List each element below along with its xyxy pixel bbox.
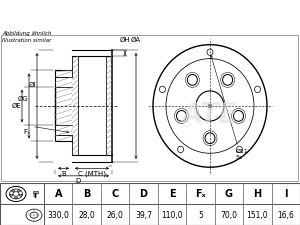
Text: 16,6: 16,6 bbox=[277, 211, 294, 220]
Text: E: E bbox=[169, 189, 175, 199]
Text: ØH: ØH bbox=[120, 36, 130, 43]
Text: 24.0128-0191.1   428191: 24.0128-0191.1 428191 bbox=[62, 7, 238, 20]
Text: Illustration similar: Illustration similar bbox=[2, 38, 51, 43]
Text: B: B bbox=[61, 171, 66, 177]
Text: Fₓ: Fₓ bbox=[195, 189, 206, 199]
Text: 28,0: 28,0 bbox=[78, 211, 95, 220]
Text: H: H bbox=[253, 189, 261, 199]
Text: 110,0: 110,0 bbox=[161, 211, 183, 220]
Text: D: D bbox=[140, 189, 148, 199]
Text: 330,0: 330,0 bbox=[47, 211, 69, 220]
Text: 70,0: 70,0 bbox=[220, 211, 237, 220]
Text: G: G bbox=[225, 189, 233, 199]
Text: D: D bbox=[76, 178, 81, 184]
Text: ØA: ØA bbox=[131, 36, 141, 43]
Text: ØE: ØE bbox=[11, 103, 21, 109]
Circle shape bbox=[208, 104, 211, 108]
Text: ØI: ØI bbox=[28, 81, 36, 88]
Text: Fₓ: Fₓ bbox=[23, 129, 31, 135]
Text: I: I bbox=[284, 189, 287, 199]
Text: C (MTH): C (MTH) bbox=[78, 171, 106, 177]
Text: ATE: ATE bbox=[182, 101, 238, 128]
Text: Abbildung ähnlich: Abbildung ähnlich bbox=[2, 32, 51, 36]
Text: B: B bbox=[83, 189, 90, 199]
Text: 151,0: 151,0 bbox=[247, 211, 268, 220]
Bar bbox=[32, 191, 38, 193]
Text: 39,7: 39,7 bbox=[135, 211, 152, 220]
Text: 26,0: 26,0 bbox=[107, 211, 124, 220]
Text: C: C bbox=[112, 189, 119, 199]
Text: ØG: ØG bbox=[17, 95, 28, 101]
Text: A: A bbox=[55, 189, 62, 199]
Text: Ø11
5x: Ø11 5x bbox=[236, 149, 249, 160]
Text: 5: 5 bbox=[198, 211, 203, 220]
